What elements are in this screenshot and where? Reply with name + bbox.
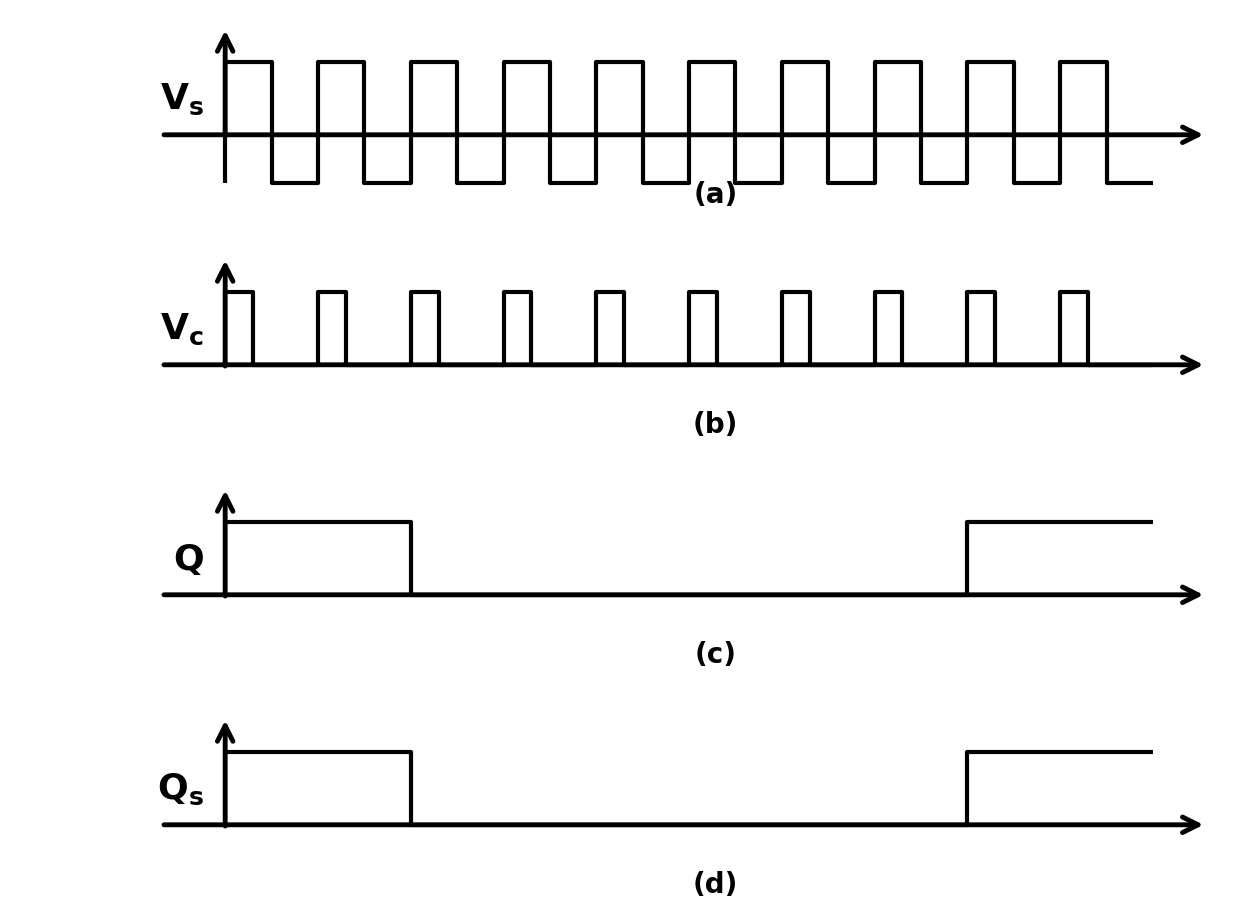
Text: (d): (d) (693, 869, 738, 898)
Text: (a): (a) (693, 180, 738, 209)
Text: (c): (c) (694, 640, 737, 668)
Text: $\mathbf{V_s}$: $\mathbf{V_s}$ (160, 82, 203, 117)
Text: $\mathbf{V_c}$: $\mathbf{V_c}$ (160, 312, 203, 346)
Text: (b): (b) (693, 410, 738, 438)
Text: $\mathbf{Q}$: $\mathbf{Q}$ (174, 541, 203, 576)
Text: $\mathbf{Q_s}$: $\mathbf{Q_s}$ (157, 771, 203, 806)
